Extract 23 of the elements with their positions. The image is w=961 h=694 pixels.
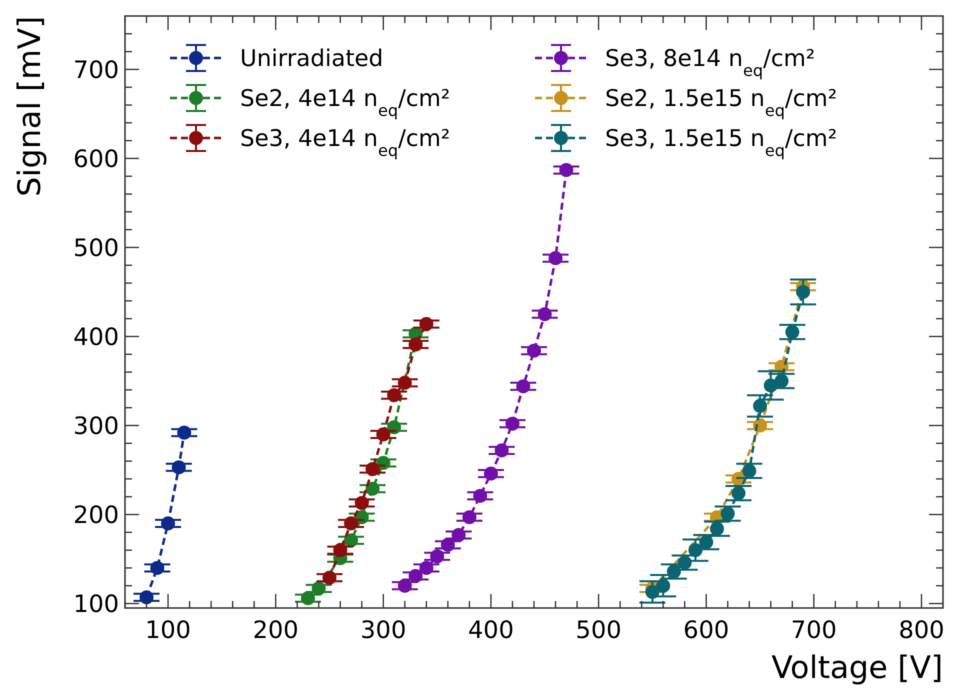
y-tick-label: 400 bbox=[73, 322, 119, 351]
y-axis-title: Signal [mV] bbox=[12, 16, 48, 197]
x-axis-title: Voltage [V] bbox=[771, 650, 943, 686]
y-tick-label: 300 bbox=[73, 412, 119, 440]
x-tick-label: 500 bbox=[576, 616, 622, 644]
x-tick-label: 800 bbox=[898, 616, 944, 644]
legend-label: Se3, 8e14 n$_{eq}$/cm² bbox=[605, 46, 816, 80]
x-tick-label: 600 bbox=[683, 616, 730, 644]
x-tick-label: 400 bbox=[468, 616, 514, 644]
x-tick-label: 300 bbox=[360, 616, 406, 644]
y-tick-label: 700 bbox=[73, 56, 119, 84]
legend-label: Unirradiated bbox=[240, 46, 384, 72]
x-tick-label: 100 bbox=[145, 616, 191, 644]
y-tick-label: 500 bbox=[73, 234, 119, 262]
y-tick-label: 100 bbox=[73, 590, 119, 618]
x-tick-label: 700 bbox=[790, 616, 837, 644]
legend-label: Se2, 4e14 n$_{eq}$/cm² bbox=[240, 86, 450, 120]
legend-label: Se2, 1.5e15 n$_{eq}$/cm² bbox=[605, 86, 838, 120]
legend-label: Se3, 4e14 n$_{eq}$/cm² bbox=[240, 126, 450, 160]
x-tick-label: 200 bbox=[252, 616, 299, 644]
legend-label: Se3, 1.5e15 n$_{eq}$/cm² bbox=[605, 126, 838, 160]
y-tick-label: 600 bbox=[73, 144, 119, 173]
y-tick-label: 200 bbox=[73, 501, 119, 530]
